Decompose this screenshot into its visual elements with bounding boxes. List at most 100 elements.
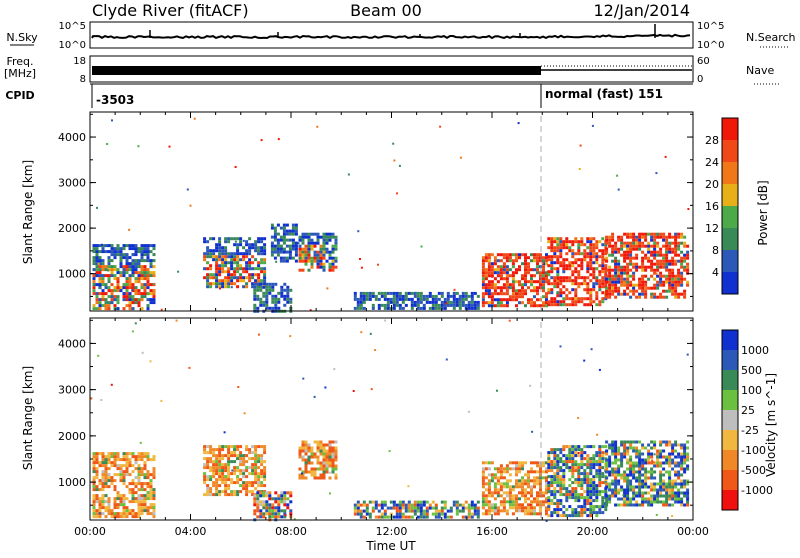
echo-cell [527,509,530,513]
echo-cell [92,458,96,462]
echo-cell [301,449,305,453]
echo-cell [325,259,329,263]
echo-cell [583,478,587,482]
echo-cell [527,503,530,507]
echo-cell [611,479,615,483]
echo-cell [282,241,286,245]
echo-cell [110,253,114,257]
echo-cell [313,440,317,444]
echo-cell [583,451,587,455]
echo-cell [542,289,545,293]
echo-cell [263,273,267,277]
echo-cell [562,303,566,307]
echo-cell [556,270,560,274]
echo-cell [125,458,129,462]
echo-cell [539,485,542,489]
echo-cell [620,461,624,465]
echo-cell [134,322,137,325]
echo-cell [464,303,468,307]
echo-cell [215,255,219,259]
echo-cell [574,267,578,271]
echo-cell [595,282,599,286]
echo-cell [487,286,491,290]
echo-cell [508,479,512,483]
echo-cell [428,306,432,310]
echo-cell [650,274,654,278]
echo-cell [545,497,548,501]
echo-cell [683,458,687,462]
echo-cell [533,289,536,293]
echo-cell [559,288,563,292]
echo-cell [542,256,545,260]
echo-cell [265,491,269,495]
echo-cell [527,268,530,272]
echo-cell [601,460,605,464]
echo-cell [254,273,258,277]
echo-cell [256,503,260,507]
echo-cell [565,240,569,244]
colorbar-tick-label: 12 [705,222,719,235]
echo-cell [256,500,260,504]
echo-cell [92,292,96,296]
echo-cell [665,500,669,504]
echo-cell [458,294,462,298]
echo-cell [307,470,311,474]
echo-cell [586,484,590,488]
echo-cell [131,247,135,251]
echo-cell [562,276,566,280]
echo-cell [674,253,678,257]
echo-cell [647,250,651,254]
echo-cell [502,476,506,480]
echo-cell [383,500,387,504]
echo-cell [530,509,533,513]
echo-cell [574,490,578,494]
echo-cell [473,291,477,295]
echo-cell [125,289,129,293]
echo-cell [550,282,554,286]
echo-cell [608,283,612,287]
echo-cell [95,298,99,302]
echo-cell [620,268,624,272]
echo-cell [313,476,317,480]
echo-cell [493,304,497,308]
echo-cell [212,475,216,479]
echo-cell [481,479,485,483]
echo-cell [524,488,527,492]
echo-cell [239,472,243,476]
echo-cell [635,455,639,459]
echo-cell [521,283,524,287]
echo-cell [611,280,615,284]
echo-cell [547,279,551,283]
echo-cell [137,262,141,266]
echo-cell [274,303,278,307]
echo-cell [511,512,515,516]
echo-cell [605,256,609,260]
echo-cell [608,235,612,239]
echo-cell [490,271,494,275]
echo-cell [539,286,542,290]
echo-cell [511,461,515,465]
echo-cell [536,265,539,269]
echo-cell [455,512,459,516]
x-axis-label: Time UT [365,539,416,553]
echo-cell [461,506,465,510]
echo-cell [527,506,530,510]
echo-cell [98,298,102,302]
echo-cell [98,479,102,483]
echo-cell [152,467,156,471]
echo-cell [568,505,572,509]
echo-cell [659,274,663,278]
echo-cell [119,500,123,504]
echo-cell [298,253,302,257]
echo-cell [137,455,141,459]
echo-cell [253,503,257,507]
echo-cell [233,493,237,497]
echo-cell [680,467,684,471]
echo-cell [282,235,286,239]
echo-cell [674,244,678,248]
echo-cell [143,259,147,263]
echo-cell [268,306,272,310]
echo-cell [128,256,132,260]
echo-cell [322,235,326,239]
echo-cell [322,473,326,477]
